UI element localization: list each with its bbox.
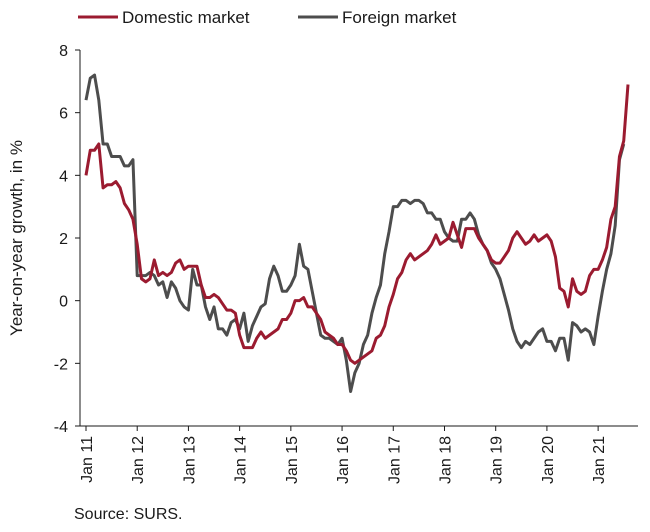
y-axis-ticks: 8 6 4 2 0 -2 -4 — [54, 43, 80, 436]
x-axis-ticks: Jan 11 Jan 12 Jan 13 Jan 14 Jan 15 Jan 16 Jan … — [79, 426, 608, 484]
x-tick-label: Jan 17 — [386, 436, 403, 484]
legend: Domestic market Foreign market — [78, 8, 457, 27]
y-tick-label: 2 — [59, 231, 68, 248]
source-note: Source: SURS. — [74, 506, 183, 523]
y-tick-label: -2 — [54, 356, 68, 373]
y-tick-label: 4 — [59, 168, 68, 185]
x-tick-label: Jan 21 — [591, 436, 608, 484]
x-tick-label: Jan 14 — [233, 436, 250, 484]
legend-label-foreign: Foreign market — [342, 8, 457, 27]
y-tick-label: 6 — [59, 106, 68, 123]
x-tick-label: Jan 19 — [489, 436, 506, 484]
series-line-foreign — [84, 73, 626, 394]
series-line-domestic — [84, 84, 630, 365]
series-layer — [84, 73, 630, 394]
y-axis-label: Year-on-year growth, in % — [7, 140, 26, 336]
legend-label-domestic: Domestic market — [122, 8, 250, 27]
y-tick-label: 0 — [59, 294, 68, 311]
y-tick-label: 8 — [59, 43, 68, 60]
x-tick-label: Jan 11 — [79, 436, 96, 483]
x-tick-label: Jan 18 — [437, 436, 454, 484]
x-tick-label: Jan 13 — [181, 436, 198, 484]
x-tick-label: Jan 20 — [540, 436, 557, 484]
x-tick-label: Jan 12 — [130, 436, 147, 484]
x-tick-label: Jan 16 — [335, 436, 352, 484]
x-tick-label: Jan 15 — [284, 436, 301, 484]
y-tick-label: -4 — [54, 419, 68, 436]
